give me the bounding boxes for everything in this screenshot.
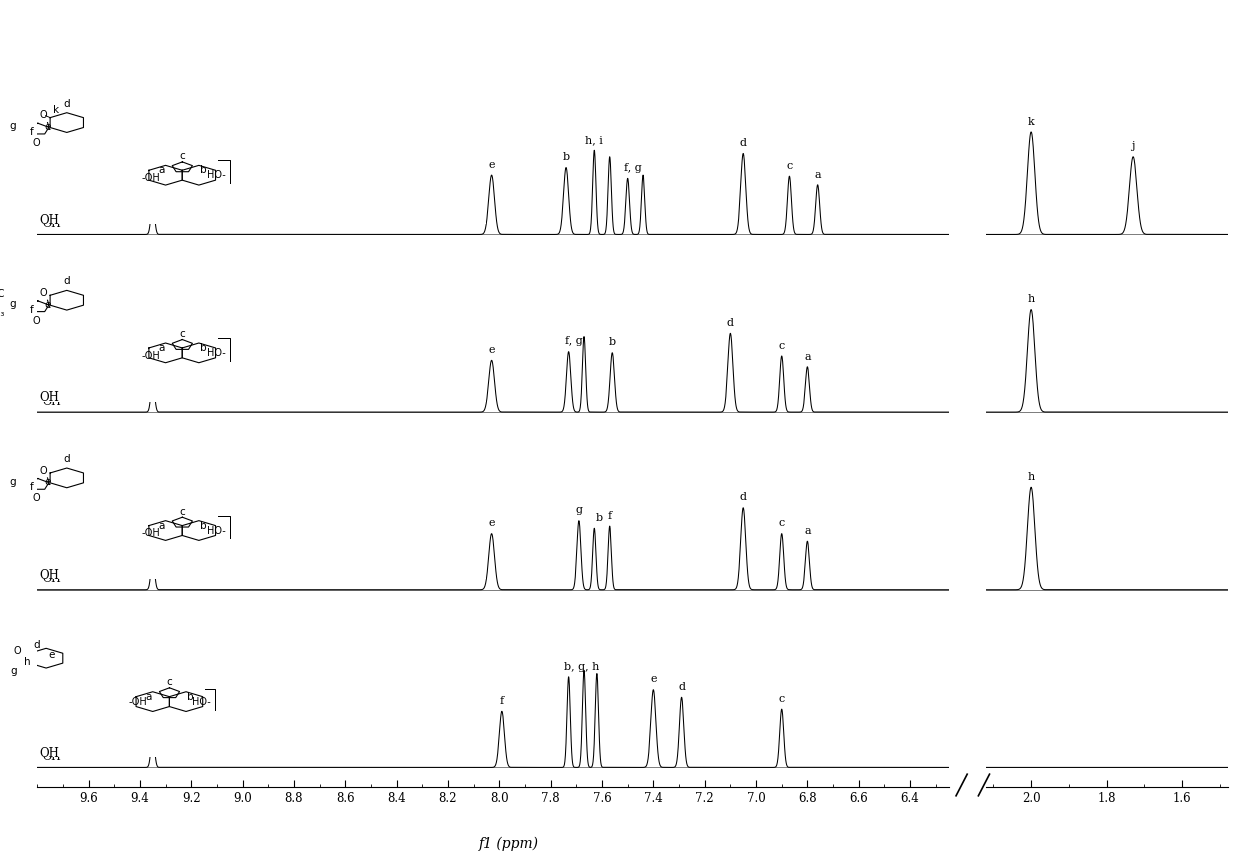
Text: c: c [779, 341, 785, 350]
Text: OH: OH [42, 397, 61, 407]
Text: g: g [575, 505, 583, 516]
Text: c: c [779, 694, 785, 704]
Text: OH: OH [40, 214, 60, 227]
Text: -OH: -OH [141, 173, 160, 183]
Text: e: e [45, 122, 51, 132]
Text: k: k [1028, 117, 1034, 126]
Text: e: e [489, 160, 495, 170]
Text: HO-: HO- [207, 170, 226, 180]
Text: c: c [180, 151, 185, 162]
Text: d: d [63, 277, 71, 286]
Text: f: f [30, 304, 33, 315]
Text: c: c [166, 676, 172, 687]
Text: e: e [45, 477, 51, 488]
Text: g: g [10, 121, 16, 131]
Text: h, i: h, i [585, 135, 603, 145]
Text: d: d [740, 138, 746, 148]
Text: f: f [30, 483, 33, 492]
Text: k: k [53, 105, 60, 115]
Text: HO-: HO- [207, 348, 226, 358]
Text: O: O [32, 493, 40, 503]
Text: O: O [32, 316, 40, 326]
Text: a: a [804, 526, 811, 536]
Text: O: O [40, 110, 47, 120]
Text: HO-: HO- [192, 696, 211, 707]
Text: d: d [63, 454, 71, 465]
Bar [37, 78, 486, 224]
Text: d: d [33, 640, 40, 650]
Text: OH: OH [40, 569, 60, 582]
Text: O: O [40, 465, 47, 476]
Text: O: O [14, 646, 21, 656]
Text: f: f [30, 127, 33, 138]
Text: b, g, h: b, g, h [564, 662, 599, 671]
Text: O: O [40, 288, 47, 298]
Text: OH: OH [42, 753, 61, 762]
Text: e: e [489, 345, 495, 355]
Text: e: e [45, 300, 51, 310]
Text: f1 (ppm): f1 (ppm) [479, 836, 538, 850]
Text: f, g: f, g [624, 163, 641, 173]
Text: d: d [740, 492, 746, 503]
Bar [37, 612, 486, 757]
Text: e: e [48, 650, 55, 660]
Text: OH: OH [40, 746, 60, 759]
Bar [37, 433, 486, 580]
Text: b: b [596, 513, 603, 523]
Text: F₃C: F₃C [0, 289, 5, 298]
Text: a: a [159, 521, 165, 530]
Text: b: b [187, 692, 193, 702]
Text: f: f [608, 511, 611, 521]
Text: -OH: -OH [141, 351, 160, 361]
Text: -OH: -OH [141, 529, 160, 539]
Text: OH: OH [42, 219, 61, 229]
Text: b: b [200, 165, 206, 176]
Text: c: c [180, 329, 185, 339]
Text: g: g [10, 666, 16, 676]
Text: OH: OH [40, 391, 60, 404]
Text: a: a [815, 170, 821, 180]
Text: b: b [200, 521, 206, 530]
Text: j: j [1131, 142, 1135, 151]
Text: h: h [24, 657, 30, 667]
Text: a: a [159, 343, 165, 353]
Text: O: O [32, 138, 40, 148]
Text: b: b [200, 343, 206, 353]
Text: g: g [10, 298, 16, 309]
Text: h: h [1028, 294, 1034, 304]
Bar [37, 256, 486, 401]
Text: e: e [650, 675, 657, 684]
Text: -OH: -OH [129, 696, 148, 707]
Text: d: d [63, 99, 71, 109]
Text: b: b [563, 152, 569, 163]
Text: OH: OH [42, 574, 61, 585]
Text: g: g [10, 477, 16, 486]
Text: CF₃: CF₃ [0, 309, 5, 318]
Text: a: a [146, 692, 153, 702]
Text: b: b [609, 337, 616, 348]
Text: HO-: HO- [207, 526, 226, 535]
Text: a: a [159, 165, 165, 176]
Text: c: c [779, 518, 785, 529]
Text: d: d [678, 682, 684, 692]
Text: d: d [727, 318, 734, 328]
Text: f: f [500, 696, 503, 706]
Text: c: c [180, 507, 185, 516]
Text: c: c [786, 161, 792, 171]
Text: e: e [489, 518, 495, 529]
Text: f, g: f, g [565, 336, 583, 346]
Text: h: h [1028, 472, 1034, 482]
Text: a: a [804, 351, 811, 362]
